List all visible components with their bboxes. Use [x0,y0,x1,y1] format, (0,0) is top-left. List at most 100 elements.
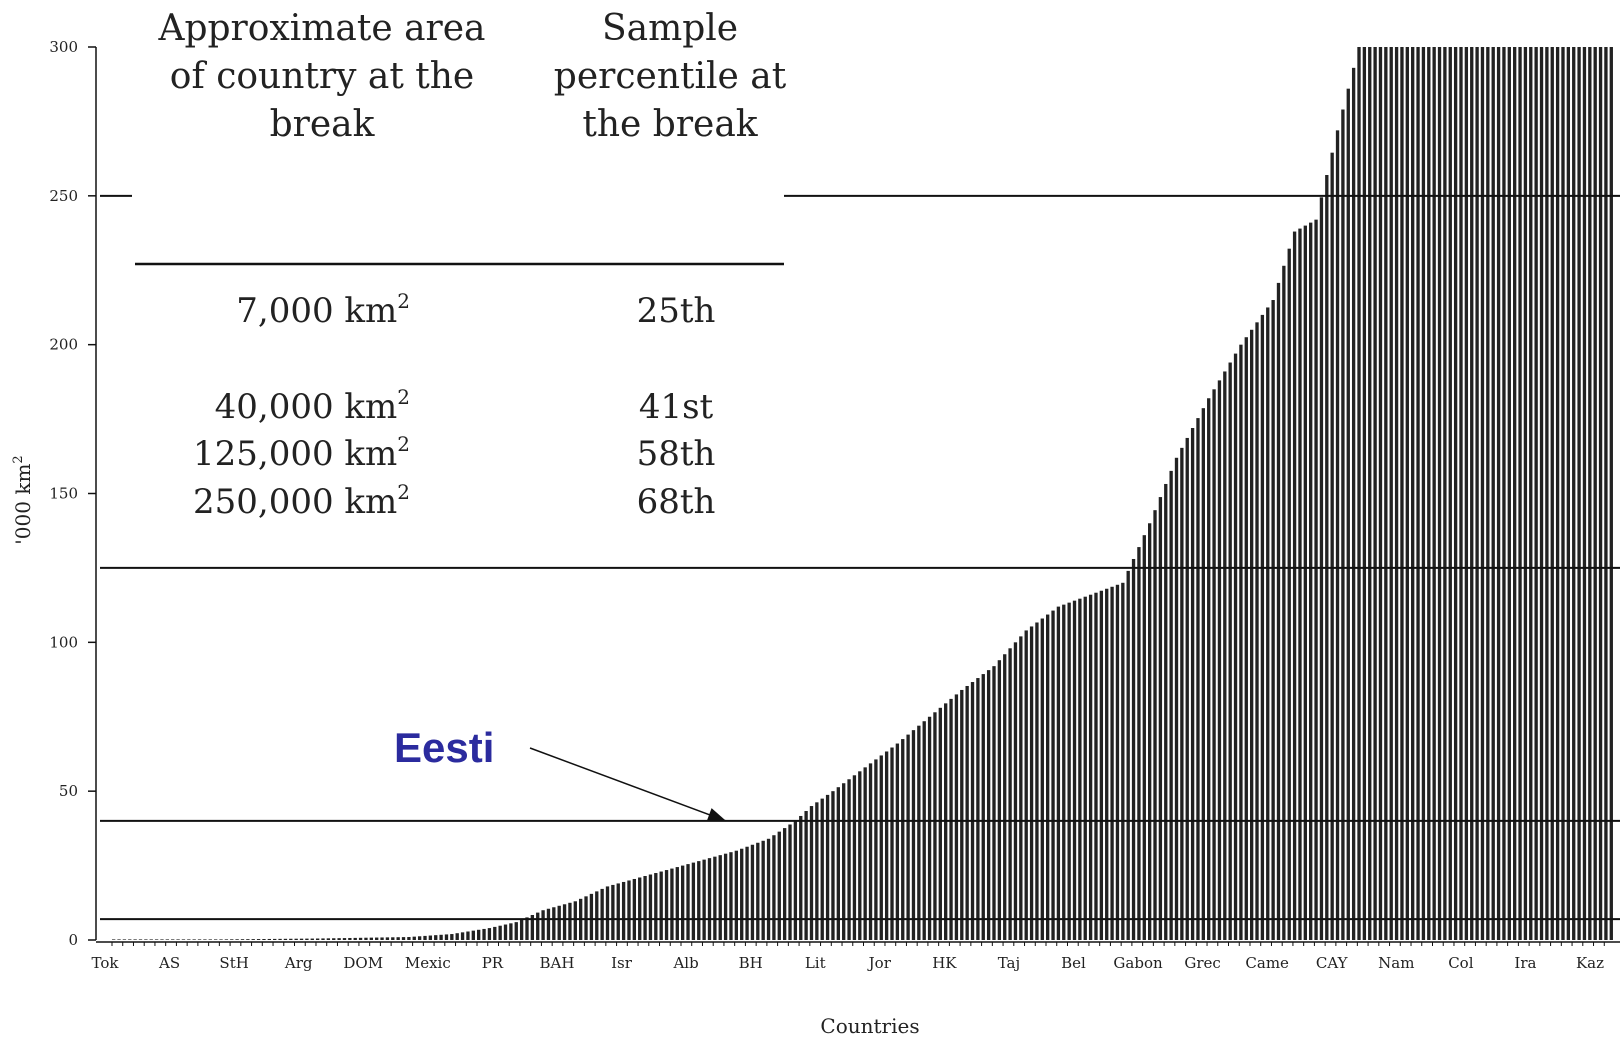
bar [391,937,395,940]
y-tick-label: 50 [59,782,78,800]
bar [638,877,642,940]
bar [1029,626,1034,940]
bar [772,835,776,940]
x-tick-label: DOM [343,954,383,972]
bar [1169,470,1173,940]
x-tick-label: Alb [672,954,698,972]
bar [1099,590,1104,940]
bar [799,815,803,940]
bar [203,939,207,940]
bar [1131,558,1136,940]
bar [659,871,663,940]
bar [621,881,626,940]
bar [1292,231,1297,941]
bar [664,870,669,940]
bar [680,865,685,940]
bar [1174,457,1179,940]
bar [1588,47,1592,940]
bar [960,689,964,940]
bar [230,939,234,940]
bar [750,844,755,940]
bar [933,712,937,940]
bar [273,938,277,940]
x-tick-label: Grec [1184,954,1220,972]
bar [128,939,132,940]
bar [138,939,143,940]
bar [1309,222,1313,940]
bar [922,721,926,940]
bar [568,902,572,940]
bar [1453,47,1458,940]
bar [1035,622,1039,940]
bar [1088,594,1093,940]
table-area-cell: 40,000 km2 [215,385,410,427]
bar [1142,535,1146,940]
bar [858,771,862,940]
bar [256,939,261,940]
bar [428,935,433,940]
bar [122,939,127,940]
bar [1314,219,1318,940]
bar [782,828,787,940]
bar [1008,648,1012,940]
col1-header-line1: Approximate area [157,8,485,49]
bar [503,924,508,940]
bar [380,937,384,940]
bar [385,937,390,940]
bar [1158,497,1163,940]
bar [310,938,314,940]
bar [251,939,255,940]
bar [1019,636,1023,940]
bar [530,915,535,940]
bar [342,938,347,940]
x-tick-label: Col [1448,954,1474,972]
bar [1405,47,1409,940]
bar [815,802,819,940]
table-area-cell: 7,000 km2 [236,289,410,331]
bar [444,934,449,940]
bar [439,934,443,940]
bar [1255,322,1259,941]
bar [353,937,357,940]
bar [686,864,690,940]
bar [1040,618,1044,940]
bar [412,936,416,940]
bar [1046,614,1050,940]
bar [1443,47,1447,940]
bar [627,880,631,940]
bar [1577,47,1581,940]
bar [884,751,889,940]
y-axis-title: '000 km2 [11,455,35,544]
bar [917,725,921,940]
bar [1523,47,1528,940]
bar [1384,47,1388,940]
eesti-label: Eesti [394,724,494,771]
bar [1394,47,1399,940]
bar [1582,47,1587,940]
bar [648,874,653,940]
bar [632,878,637,940]
x-tick-label: Ira [1514,954,1536,972]
table-area-cell: 250,000 km2 [193,480,410,522]
bar [369,937,373,940]
bar [396,937,400,940]
x-tick-label: AS [158,954,180,972]
bar [1164,483,1168,940]
bar [417,936,422,940]
break-table: Approximate area of country at the break… [135,8,787,522]
bar [278,938,282,940]
bar [1572,47,1576,940]
bar [761,840,765,940]
x-axis-title: Countries [820,1014,919,1038]
bar [1244,337,1248,941]
bar [187,939,191,940]
bar [820,798,824,940]
bar [1480,47,1485,940]
bar [1464,47,1469,940]
y-tick-label: 0 [68,931,78,949]
bar [450,934,454,940]
bar [1303,225,1307,941]
bar [809,806,814,940]
bar [541,910,545,940]
bar [740,848,744,940]
